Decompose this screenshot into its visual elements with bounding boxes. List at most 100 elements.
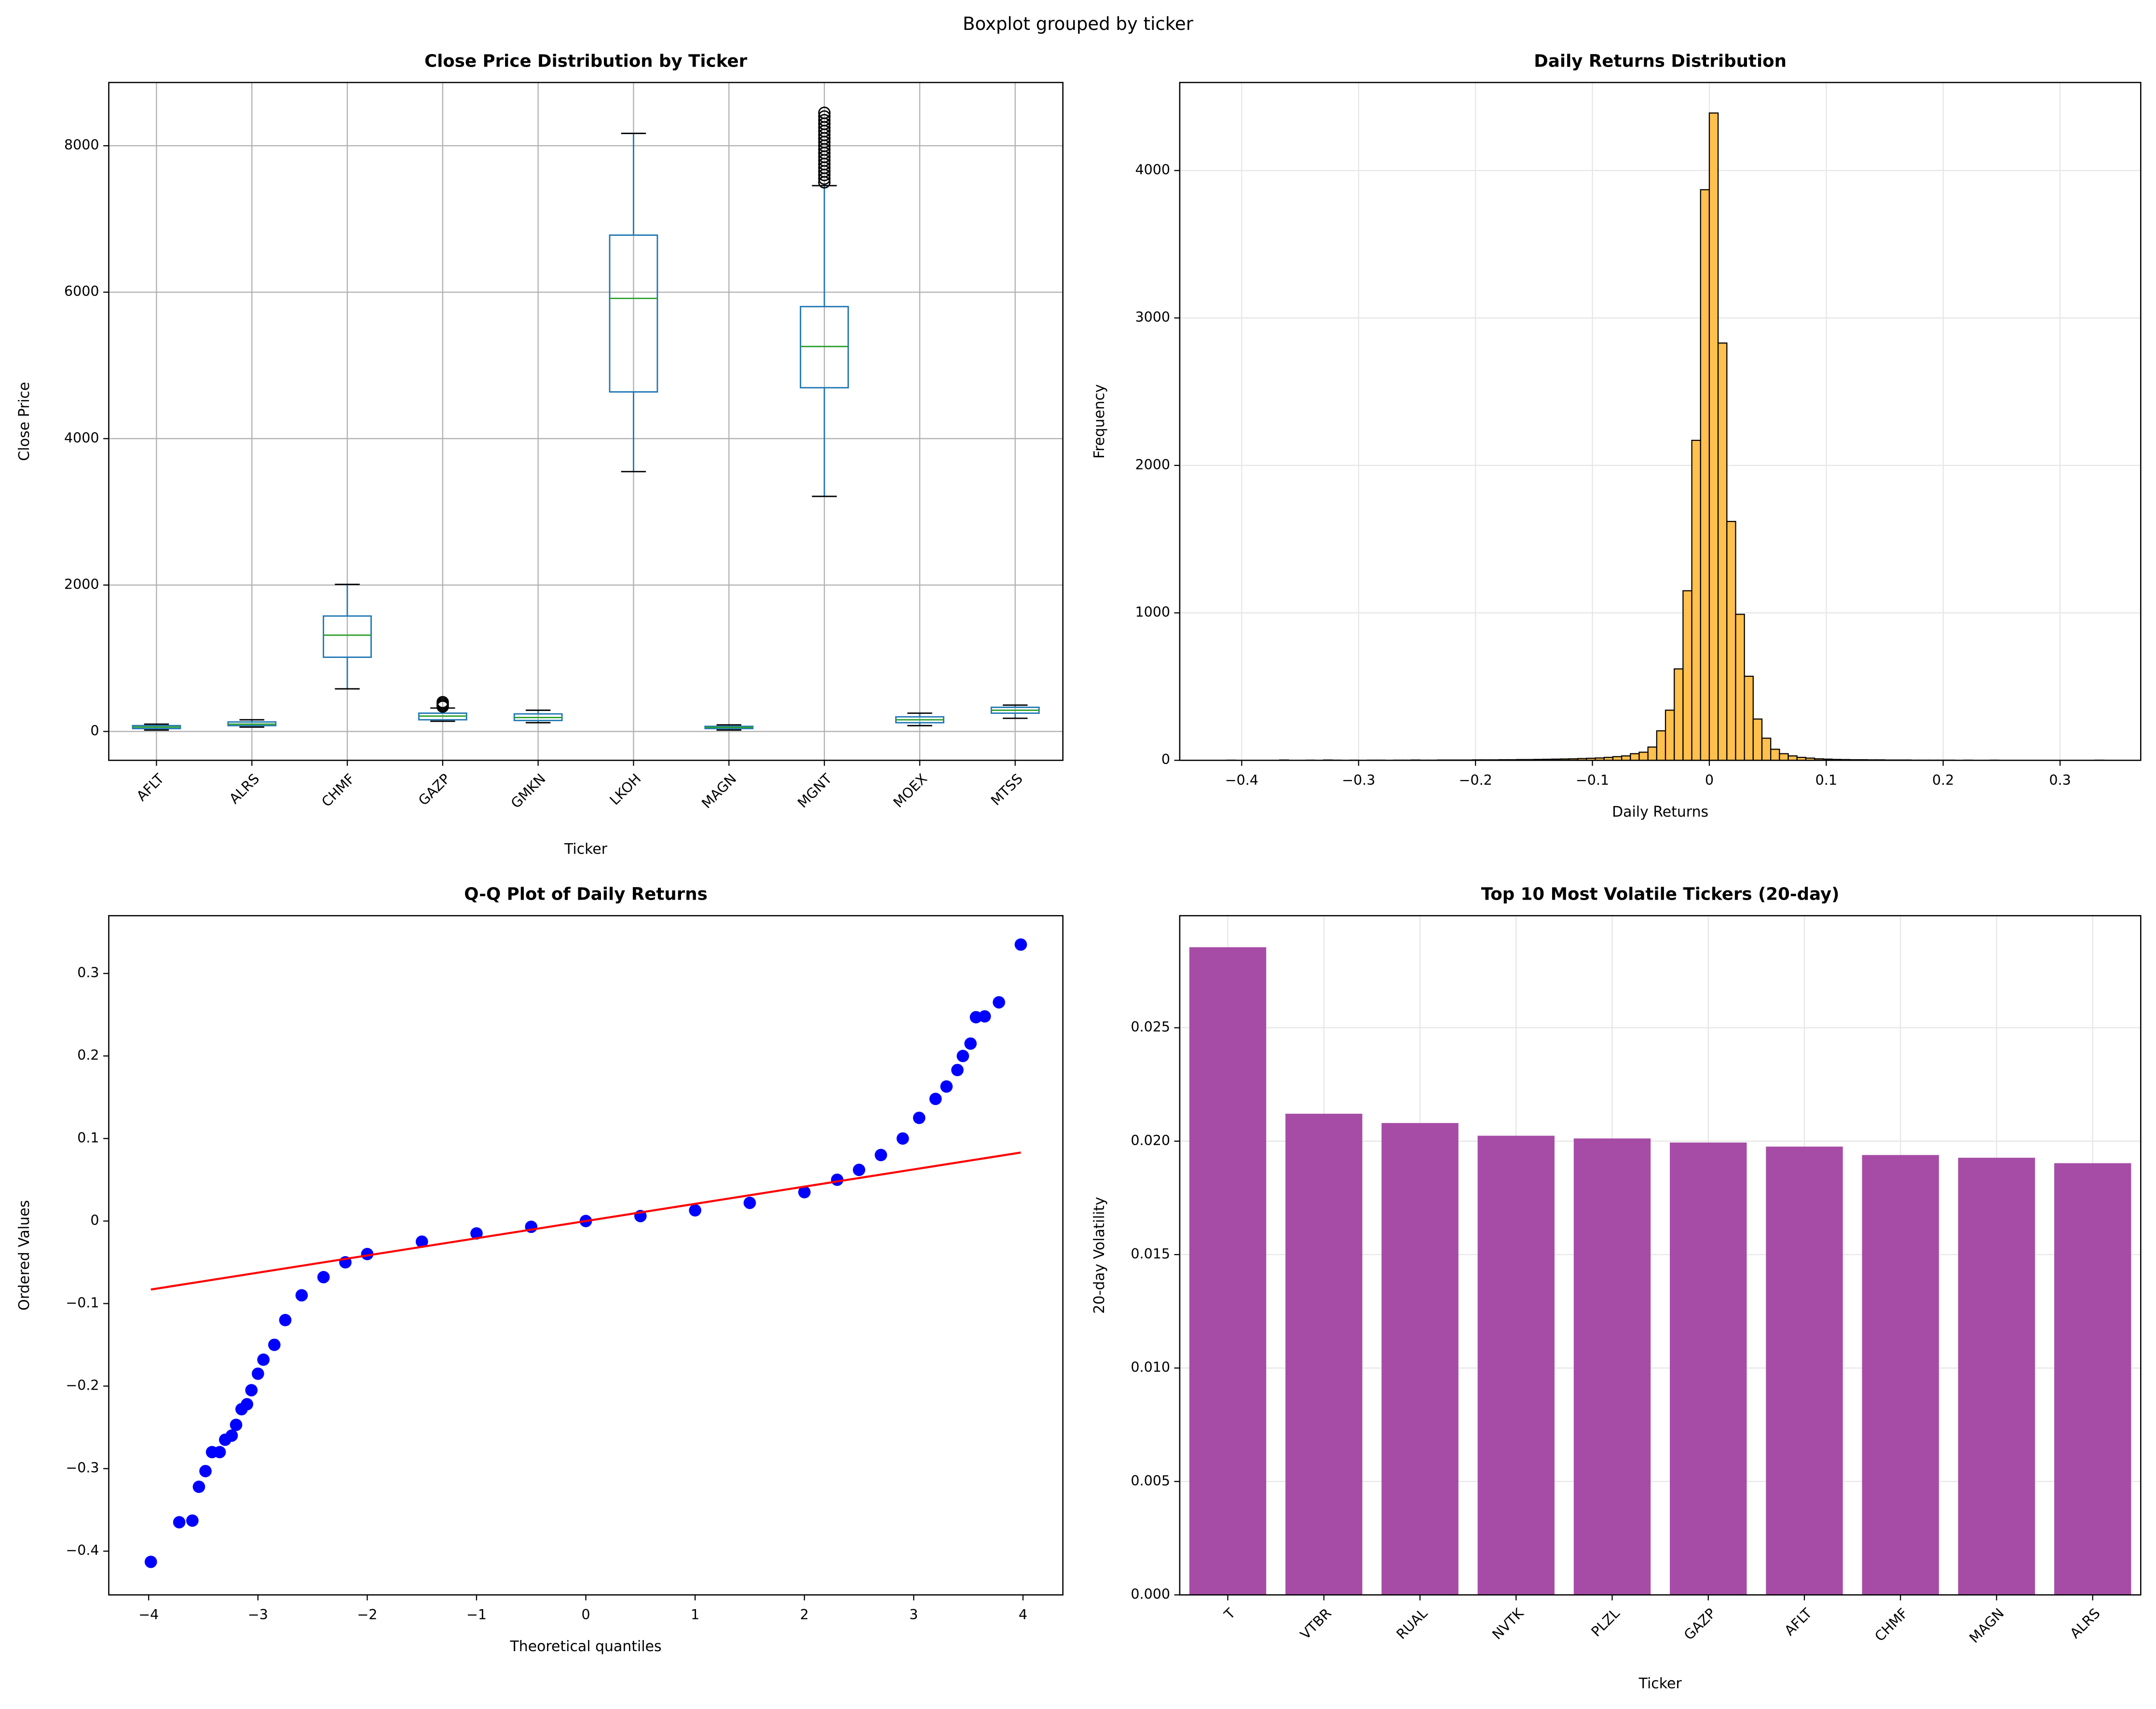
outlier xyxy=(818,114,831,126)
y-tick-label: 6000 xyxy=(64,284,99,300)
y-axis-label: Close Price xyxy=(16,382,33,461)
point xyxy=(978,1010,991,1023)
y-tick-label: −0.2 xyxy=(66,1378,99,1394)
bar xyxy=(1744,675,1754,761)
point xyxy=(186,1514,199,1527)
outlier xyxy=(437,696,449,709)
chart-title: Daily Returns Distribution xyxy=(1534,51,1787,71)
x-tick-label: 3 xyxy=(909,1607,918,1623)
x-tick-label: 0 xyxy=(1705,772,1714,788)
point xyxy=(896,1132,909,1145)
point xyxy=(874,1148,887,1162)
bar xyxy=(1752,718,1763,761)
point xyxy=(225,1429,238,1442)
y-tick-label: 0.025 xyxy=(1131,1019,1170,1035)
plot-frame xyxy=(1179,82,2142,761)
chart-title: Top 10 Most Volatile Tickers (20-day) xyxy=(1481,885,1840,904)
y-tick-label: 3000 xyxy=(1135,309,1170,325)
bar xyxy=(1638,752,1649,761)
bar xyxy=(1761,738,1772,761)
x-axis-label: Theoretical quantiles xyxy=(510,1638,662,1655)
point xyxy=(993,996,1005,1009)
fit-line xyxy=(150,1151,1021,1291)
bar xyxy=(1788,755,1798,761)
x-axis-label: Daily Returns xyxy=(1612,804,1708,820)
bar xyxy=(1766,1147,1843,1595)
figure-title: Boxplot grouped by ticker xyxy=(963,14,1194,34)
bar xyxy=(1647,746,1657,761)
bar xyxy=(1381,1123,1459,1595)
point xyxy=(213,1446,226,1459)
y-tick-label: 4000 xyxy=(64,430,99,446)
bar xyxy=(1665,710,1675,761)
point xyxy=(317,1271,330,1284)
outlier xyxy=(818,107,831,119)
y-tick-label: 8000 xyxy=(64,137,99,153)
y-tick-label: 0.2 xyxy=(77,1047,99,1063)
bar xyxy=(1674,668,1684,761)
bar xyxy=(1770,749,1780,761)
bar xyxy=(1573,1138,1651,1595)
x-tick-label: 0.1 xyxy=(1815,772,1837,788)
y-tick-label: 0.3 xyxy=(77,965,99,981)
y-tick-label: 0.005 xyxy=(1131,1473,1170,1489)
bar xyxy=(1735,614,1745,761)
bar xyxy=(1717,342,1728,761)
chart-title: Q-Q Plot of Daily Returns xyxy=(464,885,708,904)
bar xyxy=(1670,1142,1747,1595)
bar xyxy=(1958,1158,2035,1595)
point xyxy=(798,1186,811,1199)
point xyxy=(173,1516,186,1529)
y-tick-label: 0.010 xyxy=(1131,1359,1170,1375)
point xyxy=(415,1235,428,1248)
x-tick-label: −1 xyxy=(466,1607,487,1623)
y-tick-label: −0.3 xyxy=(66,1460,99,1476)
bar xyxy=(1630,753,1640,761)
x-tick-label: 2 xyxy=(800,1607,809,1623)
y-tick-label: 0.020 xyxy=(1131,1133,1170,1148)
y-tick-label: 4000 xyxy=(1135,162,1170,178)
bar xyxy=(1726,520,1736,761)
x-tick-label: 0 xyxy=(582,1607,590,1623)
point xyxy=(192,1480,205,1493)
point xyxy=(257,1353,270,1366)
point xyxy=(245,1384,258,1396)
point xyxy=(689,1204,701,1217)
x-tick-label: 1 xyxy=(691,1607,699,1623)
x-tick-label: 4 xyxy=(1019,1607,1027,1623)
y-tick-label: 2000 xyxy=(1135,457,1170,473)
bar xyxy=(1621,755,1631,761)
point xyxy=(853,1163,865,1176)
point xyxy=(268,1339,281,1351)
bar xyxy=(2054,1163,2131,1595)
point xyxy=(241,1398,253,1411)
point xyxy=(964,1037,977,1050)
y-axis-label: Ordered Values xyxy=(16,1200,33,1311)
x-tick-label: −0.4 xyxy=(1225,772,1258,788)
y-tick-label: 0.015 xyxy=(1131,1246,1170,1262)
point xyxy=(230,1419,243,1431)
x-tick-label: −0.2 xyxy=(1459,772,1492,788)
y-tick-label: 2000 xyxy=(64,576,99,592)
x-tick-label: −0.1 xyxy=(1576,772,1609,788)
point xyxy=(940,1080,953,1093)
y-tick-label: 0 xyxy=(90,723,99,738)
y-tick-label: 0.1 xyxy=(77,1130,99,1146)
x-tick-label: −0.3 xyxy=(1342,772,1375,788)
y-tick-label: 0 xyxy=(90,1212,99,1228)
bar xyxy=(1691,439,1701,761)
x-tick-label: 0.3 xyxy=(2049,772,2071,788)
x-axis-label: Ticker xyxy=(1638,1675,1682,1692)
point xyxy=(951,1064,964,1077)
y-tick-label: 1000 xyxy=(1135,604,1170,620)
bar xyxy=(1477,1135,1555,1595)
point xyxy=(470,1227,483,1240)
box xyxy=(609,234,658,393)
x-tick-label: −2 xyxy=(357,1607,377,1623)
chart-title: Close Price Distribution by Ticker xyxy=(424,51,748,71)
x-tick-label: 0.2 xyxy=(1932,772,1954,788)
point xyxy=(295,1289,308,1302)
bar xyxy=(1862,1155,1939,1595)
point xyxy=(199,1464,212,1477)
